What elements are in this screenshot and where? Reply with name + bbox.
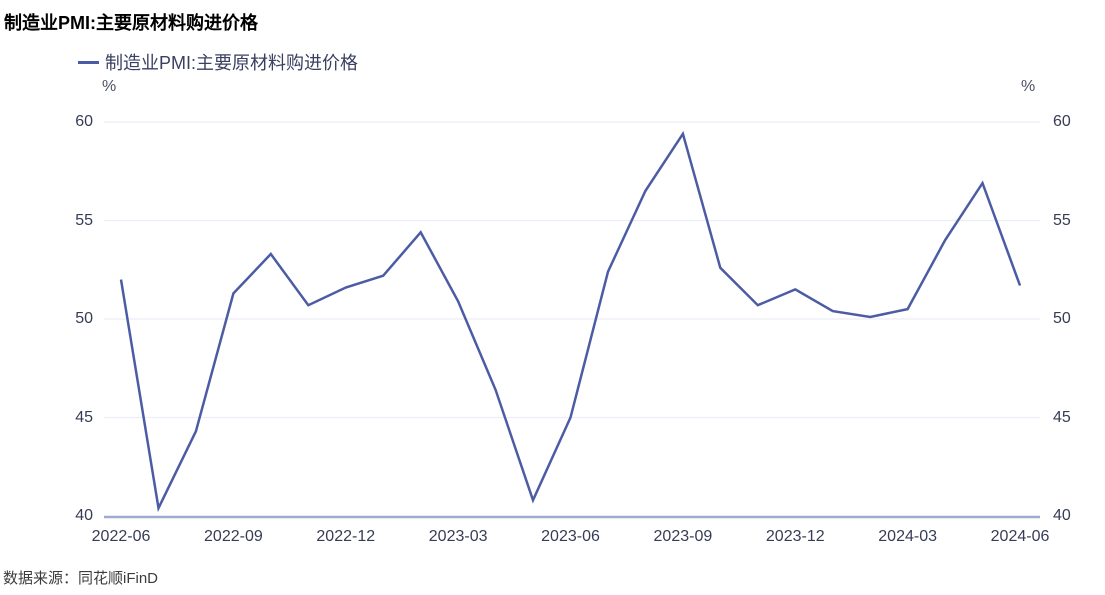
y-axis-tick-label-left: 55 <box>75 211 93 229</box>
y-axis-tick-label-left: 45 <box>75 408 93 426</box>
x-axis-tick-label: 2022-06 <box>91 528 151 545</box>
x-axis-tick-label: 2023-12 <box>765 528 825 545</box>
x-axis-tick-label: 2023-09 <box>653 528 713 545</box>
y-axis-tick-label-left: 60 <box>75 113 93 130</box>
y-axis-tick-label-left: 40 <box>75 507 93 524</box>
x-axis-tick-label: 2023-06 <box>541 528 600 545</box>
x-axis-tick-label: 2022-09 <box>204 528 263 545</box>
y-axis-tick-label-right: 40 <box>1053 507 1071 524</box>
page-title: 制造业PMI:主要原材料购进价格 <box>4 13 258 33</box>
y-axis-unit-right: % <box>1021 78 1036 95</box>
data-source-note: 数据来源：同花顺iFinD <box>3 570 159 587</box>
x-axis-tick-label: 2024-06 <box>990 528 1050 545</box>
y-axis-tick-label-right: 50 <box>1053 310 1071 327</box>
y-axis-tick-label-left: 50 <box>75 310 93 327</box>
y-axis-unit-left: % <box>102 78 117 95</box>
y-axis-tick-label-right: 55 <box>1053 211 1071 229</box>
y-axis-tick-label-right: 60 <box>1053 113 1071 130</box>
legend-label: 制造业PMI:主要原材料购进价格 <box>105 53 359 73</box>
series-line <box>119 130 1022 513</box>
x-axis-tick-label: 2022-12 <box>316 528 376 545</box>
x-axis-tick-label: 2024-03 <box>878 528 937 545</box>
y-axis-tick-label-right: 45 <box>1053 408 1071 426</box>
legend: 制造业PMI:主要原材料购进价格 <box>78 50 358 74</box>
x-axis-tick-label: 2023-03 <box>428 528 488 545</box>
legend-line-icon <box>78 60 99 64</box>
